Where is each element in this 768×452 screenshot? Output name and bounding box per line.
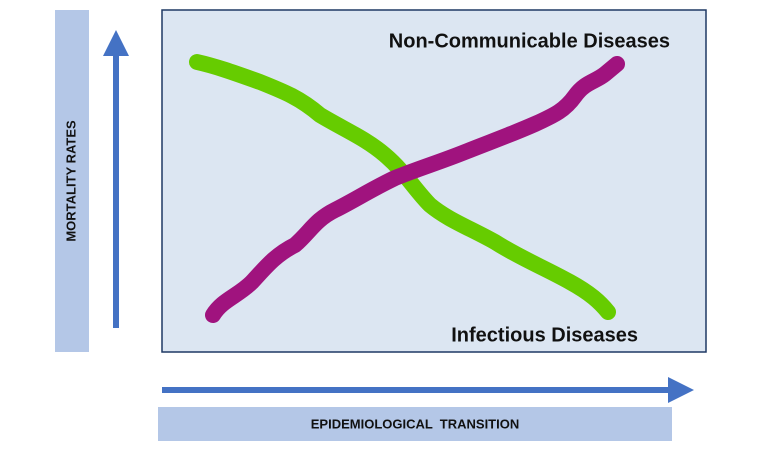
y-arrow-head <box>103 30 129 56</box>
x-label-box <box>158 407 672 441</box>
y-label-box <box>55 10 89 352</box>
x-axis-label: EPIDEMIOLOGICAL TRANSITION <box>311 416 520 431</box>
rising-curve <box>205 56 625 323</box>
y-axis-label: MORTALITY RATES <box>63 120 78 242</box>
curve-label: Infectious Diseases <box>451 324 638 346</box>
curve-label: Non-Communicable Diseases <box>389 30 670 52</box>
x-arrow-head <box>668 377 694 403</box>
